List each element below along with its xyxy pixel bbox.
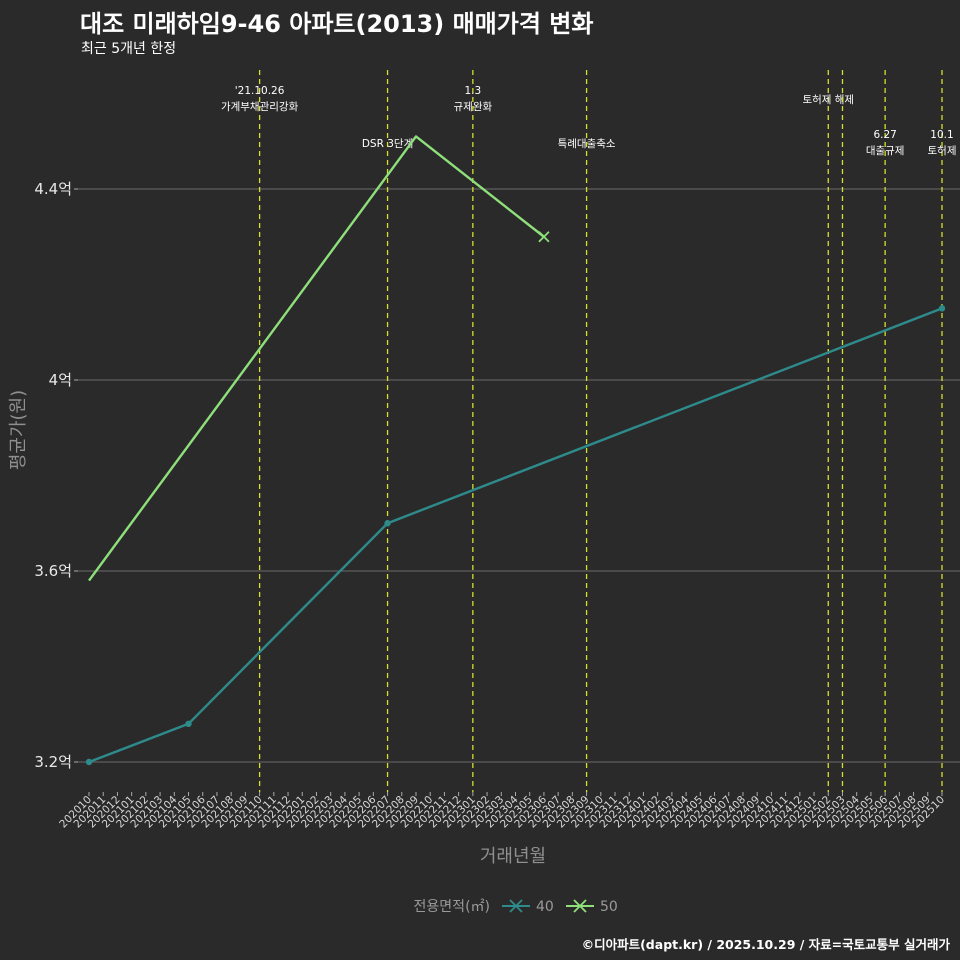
data-point-40 [85,758,93,766]
x-axis-title: 거래년월 [480,846,546,867]
y-tick-label: 3.6억 [34,562,72,580]
chart-title: 대조 미래하임9-46 아파트(2013) 매매가격 변화 [80,10,594,38]
policy-event-label: 토허제 해제 [802,93,854,106]
data-point-50 [538,231,550,243]
policy-event-label: 대출규제 [866,145,905,157]
policy-event-label: 특례대출축소 [558,138,616,150]
data-point-40 [185,720,192,727]
chart-subtitle: 최근 5개년 한정 [81,41,177,57]
policy-event-label: DSR 3단계 [362,138,413,150]
policy-event-label: 규제완화 [454,100,493,113]
legend-label: 50 [600,899,618,915]
series-line-40 [88,307,943,764]
y-tick-label: 3.2억 [34,753,72,771]
policy-event-label: 1.3 [464,85,481,97]
policy-event-label: 6.27 [873,129,896,141]
policy-event-label: 10.1 [930,129,953,141]
legend-key-icon [573,899,587,913]
policy-event-label: 토허제 [928,145,957,157]
y-tick-label: 4.4억 [34,180,72,198]
policy-event-label: '21.10.26 [235,85,285,97]
y-axis-title: 평균가(원) [8,390,29,470]
source-credit: ©디아파트(dapt.kr) / 2025.10.29 / 자료=국토교통부 실… [581,937,950,952]
legend-label: 40 [536,899,554,915]
y-tick-label: 4억 [49,371,72,389]
policy-event-label: 가계부채관리강화 [221,101,299,113]
legend-title: 전용면적(㎡) [414,899,490,915]
data-point-40 [938,305,946,312]
series-line-50 [88,135,545,582]
legend-key-icon [509,899,523,913]
data-point-40 [384,520,391,527]
